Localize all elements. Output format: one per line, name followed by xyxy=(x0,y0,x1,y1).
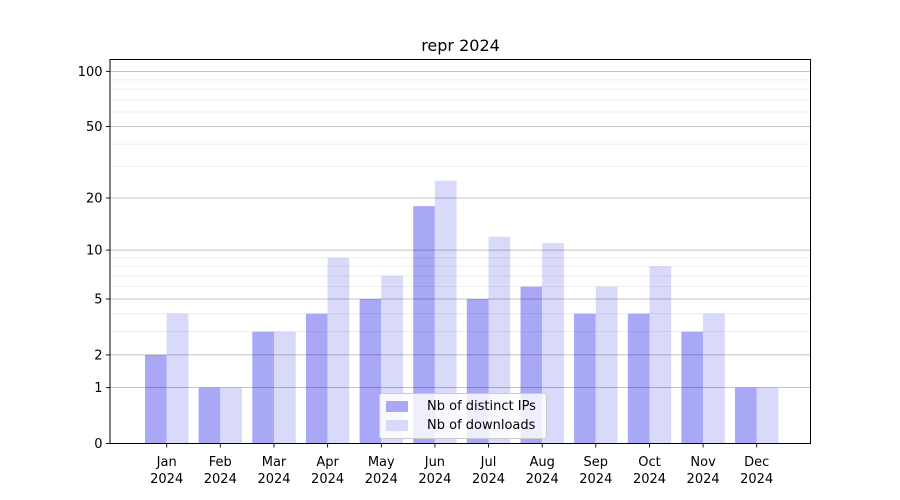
bar-nov-downloads xyxy=(703,313,725,444)
x-axis-tick-label-month: May xyxy=(368,455,395,470)
bar-apr-downloads xyxy=(327,257,350,444)
bar-feb-downloads xyxy=(220,387,242,444)
x-axis-tick-label-year: 2024 xyxy=(311,472,344,487)
legend-item-downloads: Nb of downloads xyxy=(386,418,536,433)
y-axis-tick-label: 1 xyxy=(94,381,102,396)
bar-apr-distinct-ips xyxy=(305,313,328,444)
bar-mar-distinct-ips xyxy=(252,331,274,444)
x-axis-tick-label-month: Dec xyxy=(744,455,769,470)
x-axis-tick-label-month: Jun xyxy=(424,455,445,470)
bar-jul-downloads xyxy=(488,236,511,444)
legend-label-downloads: Nb of downloads xyxy=(427,418,536,433)
legend-label-distinct-ips: Nb of distinct IPs xyxy=(427,399,536,414)
x-axis-tick-label-month: Feb xyxy=(209,455,232,470)
x-axis-tick-label-year: 2024 xyxy=(418,472,451,487)
axes-spines xyxy=(109,59,811,444)
x-axis-tick-label-year: 2024 xyxy=(150,472,183,487)
legend-swatch-downloads xyxy=(386,420,408,431)
bar-dec-distinct-ips xyxy=(735,387,757,444)
bar-may-distinct-ips xyxy=(359,299,382,444)
x-axis-tick-label-year: 2024 xyxy=(579,472,612,487)
x-axis-tick-label-year: 2024 xyxy=(633,472,666,487)
bar-mar-downloads xyxy=(274,331,296,444)
legend-swatch-distinct-ips xyxy=(386,401,408,412)
bar-feb-distinct-ips xyxy=(198,387,221,444)
x-axis-tick-label-year: 2024 xyxy=(257,472,290,487)
x-axis-tick-label-year: 2024 xyxy=(204,472,237,487)
bar-oct-downloads xyxy=(649,266,672,444)
bar-dec-downloads xyxy=(756,387,779,444)
chart-title: repr 2024 xyxy=(421,36,500,55)
bar-jan-distinct-ips xyxy=(145,354,167,444)
y-axis-tick-label: 0 xyxy=(94,437,102,452)
legend-item-distinct-ips: Nb of distinct IPs xyxy=(386,399,536,414)
legend: Nb of distinct IPs Nb of downloads xyxy=(379,393,547,439)
x-axis-tick-label-month: Jul xyxy=(480,455,497,470)
x-axis-tick-label-month: Jan xyxy=(156,455,177,470)
x-axis-tick-label-year: 2024 xyxy=(740,472,773,487)
bar-nov-distinct-ips xyxy=(681,331,704,444)
x-axis-tick-label-year: 2024 xyxy=(472,472,505,487)
x-axis-tick-label-month: Nov xyxy=(690,455,716,470)
y-axis-tick-label: 20 xyxy=(86,192,103,207)
y-axis-tick-label: 5 xyxy=(94,293,102,308)
x-axis-tick-label-month: Aug xyxy=(530,455,555,470)
x-axis-tick-label-month: Oct xyxy=(638,455,660,470)
bar-jun-downloads xyxy=(434,180,457,444)
y-axis-tick-label: 10 xyxy=(86,244,103,259)
bar-aug-downloads xyxy=(542,243,564,444)
bar-sep-downloads xyxy=(595,286,618,444)
bar-jun-distinct-ips xyxy=(413,206,435,444)
bar-jan-downloads xyxy=(166,313,189,444)
x-axis-tick-label-year: 2024 xyxy=(526,472,559,487)
bar-oct-distinct-ips xyxy=(627,313,650,444)
x-axis-tick-label-month: Apr xyxy=(316,455,339,470)
x-axis-tick-label-month: Mar xyxy=(262,455,287,470)
y-axis-tick-label: 50 xyxy=(86,120,103,135)
x-axis-tick-label-month: Sep xyxy=(584,455,609,470)
y-axis-tick-label: 2 xyxy=(94,348,102,363)
bar-sep-distinct-ips xyxy=(574,313,596,444)
y-axis-tick-label: 100 xyxy=(78,65,103,80)
x-axis-tick-label-year: 2024 xyxy=(687,472,720,487)
x-axis-tick-label-year: 2024 xyxy=(365,472,398,487)
